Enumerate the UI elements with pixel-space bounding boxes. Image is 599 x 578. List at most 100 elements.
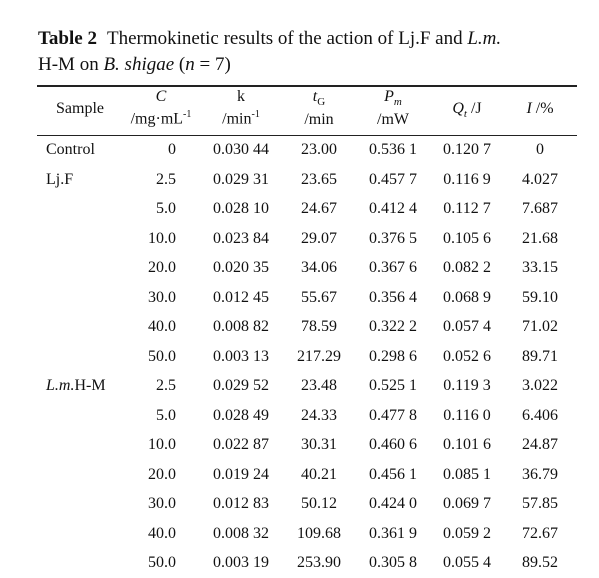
cell-k: 0.023 84 <box>213 229 269 247</box>
caption-italic-3: n <box>185 54 195 75</box>
cell-q: 0.057 4 <box>443 318 491 335</box>
cell-p: 0.457 7 <box>369 170 417 188</box>
caption-text-3: ( <box>174 54 186 75</box>
cell-q: 0.059 2 <box>443 524 491 542</box>
cell-i: 33.15 <box>522 259 558 276</box>
cell-q: 0.120 7 <box>443 141 491 158</box>
cell-C: 10.0 <box>148 436 176 453</box>
cell-p: 0.412 4 <box>369 200 417 217</box>
header-sample: Sample <box>56 100 104 117</box>
header-p-unit: /mW <box>377 111 409 129</box>
table-row: 40.0 0.008 32 109.68 0.361 9 0.059 2 72.67 <box>0 525 599 549</box>
caption-italic-2: B. shigae <box>103 54 175 75</box>
cell-i: 89.71 <box>522 347 558 365</box>
cell-p: 0.424 0 <box>369 495 417 512</box>
header-q-unit: /J <box>466 100 482 117</box>
header-p-symbol: P <box>384 88 394 105</box>
cell-p: 0.305 8 <box>369 554 417 571</box>
cell-t: 24.67 <box>301 200 337 217</box>
cell-C: 50.0 <box>148 347 176 365</box>
cell-p: 0.460 6 <box>369 436 417 453</box>
header-t-sub: G <box>317 96 326 109</box>
cell-sample: Lj.F <box>46 171 73 189</box>
cell-k: 0.028 49 <box>213 406 269 424</box>
table-row: 50.0 0.003 13 217.29 0.298 6 0.052 6 89.71 <box>0 348 599 372</box>
header-q-sub: t <box>463 108 467 121</box>
header-c-symbol: C <box>155 88 167 105</box>
cell-i: 3.022 <box>522 377 558 394</box>
header-concentration: C/mg·mL-1 <box>126 88 196 128</box>
table-row: 5.0 0.028 49 24.33 0.477 8 0.116 0 6.406 <box>0 407 599 431</box>
cell-C: 0 <box>168 141 176 158</box>
cell-i: 71.02 <box>522 318 558 335</box>
cell-t: 23.48 <box>301 377 337 394</box>
cell-q: 0.055 4 <box>443 554 491 571</box>
cell-p: 0.456 1 <box>369 465 417 483</box>
cell-t: 30.31 <box>301 436 337 453</box>
cell-k: 0.008 32 <box>213 524 269 542</box>
header-k-unit: /min <box>222 110 252 128</box>
table-row: 50.0 0.003 19 253.90 0.305 8 0.055 4 89.52 <box>0 554 599 578</box>
caption-text-2: H-M on <box>38 54 104 75</box>
cell-C: 10.0 <box>148 229 176 247</box>
cell-sample: L.m.H-M <box>46 377 106 395</box>
table-row: Control 0 0.030 44 23.00 0.536 1 0.120 7 0 <box>0 141 599 165</box>
cell-C: 40.0 <box>148 318 176 335</box>
cell-C: 2.5 <box>156 377 176 394</box>
cell-C: 40.0 <box>148 524 176 542</box>
header-q-symbol: Q <box>452 100 464 117</box>
cell-t: 78.59 <box>301 318 337 335</box>
cell-sample-text: Lj.F <box>46 170 74 188</box>
cell-C: 2.5 <box>156 170 176 188</box>
cell-p: 0.536 1 <box>369 141 417 158</box>
cell-sample-italic: L.m. <box>46 377 75 394</box>
cell-C: 30.0 <box>148 495 176 512</box>
cell-C: 30.0 <box>148 288 176 306</box>
cell-p: 0.361 9 <box>369 524 417 542</box>
cell-C: 5.0 <box>156 406 176 424</box>
cell-q: 0.085 1 <box>443 465 491 483</box>
cell-k: 0.029 52 <box>213 377 269 394</box>
header-heat: Qt /J <box>436 100 498 123</box>
header-inhibition: I /% <box>510 100 570 118</box>
cell-i: 4.027 <box>522 170 558 188</box>
cell-t: 109.68 <box>297 524 341 542</box>
cell-t: 55.67 <box>301 288 337 306</box>
cell-k: 0.020 35 <box>213 259 269 276</box>
cell-i: 59.10 <box>522 288 558 306</box>
cell-i: 36.79 <box>522 465 558 483</box>
header-t-symbol: t <box>312 88 318 105</box>
cell-t: 29.07 <box>301 229 337 247</box>
cell-t: 40.21 <box>301 465 337 483</box>
cell-p: 0.477 8 <box>369 406 417 424</box>
cell-t: 217.29 <box>297 347 341 365</box>
cell-k: 0.029 31 <box>213 170 269 188</box>
cell-p: 0.376 5 <box>369 229 417 247</box>
cell-C: 20.0 <box>148 465 176 483</box>
cell-q: 0.119 3 <box>443 377 491 394</box>
table-label: Table 2 <box>38 28 97 49</box>
cell-q: 0.112 7 <box>443 200 491 217</box>
cell-t: 24.33 <box>301 406 337 424</box>
cell-k: 0.012 45 <box>213 288 269 306</box>
cell-i: 21.68 <box>522 229 558 247</box>
cell-p: 0.322 2 <box>369 318 417 335</box>
cell-i: 57.85 <box>522 495 558 512</box>
cell-k: 0.030 44 <box>213 141 269 158</box>
cell-sample-text: H-M <box>74 377 106 394</box>
cell-C: 50.0 <box>148 554 176 571</box>
header-k-unit-exp: -1 <box>251 109 260 120</box>
cell-t: 23.65 <box>301 170 337 188</box>
caption-italic-1: L.m. <box>467 28 502 49</box>
cell-sample-text: Control <box>46 141 95 158</box>
header-t-unit: /min <box>304 111 334 129</box>
cell-t: 34.06 <box>301 259 337 276</box>
cell-q: 0.082 2 <box>443 259 491 276</box>
cell-q: 0.052 6 <box>443 347 491 365</box>
cell-q: 0.068 9 <box>443 288 491 306</box>
header-i-symbol: I <box>526 100 532 117</box>
cell-p: 0.367 6 <box>369 259 417 276</box>
cell-C: 20.0 <box>148 259 176 276</box>
cell-i: 0 <box>536 141 544 158</box>
cell-k: 0.003 19 <box>213 554 269 571</box>
